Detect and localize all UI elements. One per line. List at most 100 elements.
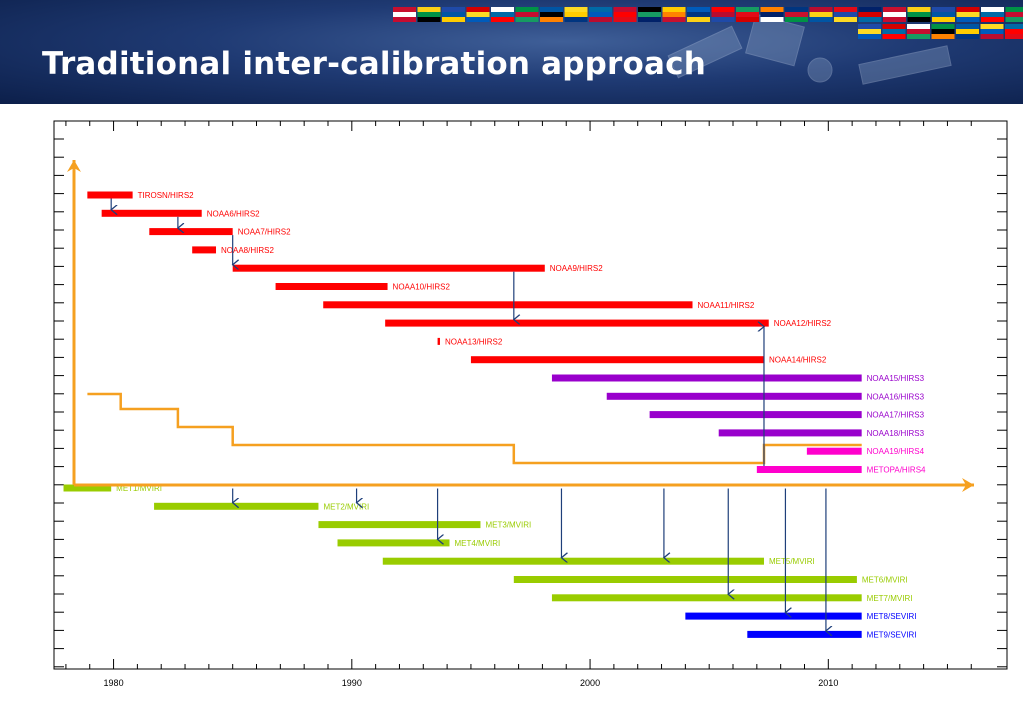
satellite-bar bbox=[551, 594, 862, 602]
flag-icon bbox=[466, 7, 490, 22]
flag-icon bbox=[687, 7, 710, 22]
bar-label: NOAA11/HIRS2 bbox=[698, 301, 755, 310]
flag-icon bbox=[760, 7, 784, 22]
satellite-bar bbox=[87, 191, 133, 199]
slide-title: Traditional inter-calibration approach bbox=[42, 46, 707, 82]
satellite-bar bbox=[149, 228, 233, 236]
bar-label: METOPA/HIRS4 bbox=[867, 466, 926, 475]
satellite-bar bbox=[323, 301, 693, 309]
satellite-bar-group: MET7/MVIRI bbox=[551, 594, 913, 603]
x-tick-label: 2010 bbox=[818, 678, 838, 688]
satellite-bar bbox=[154, 502, 319, 510]
satellite-bar-group: MET8/SEVIRI bbox=[685, 612, 916, 621]
flag-icon bbox=[785, 7, 808, 22]
bar-label: NOAA6/HIRS2 bbox=[207, 209, 260, 218]
satellite-bar bbox=[385, 319, 769, 327]
satellite-bar bbox=[318, 521, 481, 529]
satellite-bar bbox=[685, 612, 862, 620]
satellite-bar-group: NOAA17/HIRS3 bbox=[649, 411, 925, 420]
satellite-bar bbox=[192, 246, 217, 254]
flag-icon bbox=[956, 24, 979, 39]
satellite-bar-group: NOAA16/HIRS3 bbox=[606, 392, 925, 401]
flag-icon bbox=[491, 7, 514, 22]
satellite-bar-group: MET2/MVIRI bbox=[154, 502, 369, 511]
satellite-bar-group: NOAA12/HIRS2 bbox=[385, 319, 832, 328]
bar-label: NOAA17/HIRS3 bbox=[867, 411, 925, 420]
satellite-bar-group: NOAA15/HIRS3 bbox=[551, 374, 925, 383]
flag-icon bbox=[932, 7, 955, 22]
flag-icon bbox=[931, 24, 955, 39]
satellite-bar-group: MET1/MVIRI bbox=[63, 484, 162, 493]
bar-label: MET1/MVIRI bbox=[116, 484, 162, 493]
axis-ticks bbox=[54, 121, 1007, 669]
satellite-bar-group: NOAA9/HIRS2 bbox=[232, 264, 603, 273]
x-tick-label: 1990 bbox=[342, 678, 362, 688]
bar-label: NOAA15/HIRS3 bbox=[867, 374, 925, 383]
satellite-bar bbox=[63, 484, 112, 492]
plot-frame bbox=[53, 120, 1008, 670]
x-tick-label: 2000 bbox=[580, 678, 600, 688]
bar-label: MET4/MVIRI bbox=[454, 539, 500, 548]
flag-icon bbox=[907, 7, 931, 22]
satellite-bar-group: TIROSN/HIRS2 bbox=[87, 191, 194, 200]
flag-icon bbox=[981, 7, 1004, 22]
bar-label: NOAA9/HIRS2 bbox=[550, 264, 603, 273]
flag-icon bbox=[1005, 24, 1023, 39]
satellite-bar-group: NOAA8/HIRS2 bbox=[192, 246, 274, 255]
satellite-bar bbox=[101, 209, 202, 217]
satellite-image bbox=[667, 13, 952, 85]
satellite-bar bbox=[756, 466, 862, 473]
flag-icon bbox=[662, 7, 686, 22]
satellite-bar bbox=[337, 539, 450, 547]
bar-label: MET7/MVIRI bbox=[867, 594, 913, 603]
satellite-bar-group: METOPA/HIRS4 bbox=[756, 466, 926, 475]
satellite-bar-group: NOAA19/HIRS4 bbox=[806, 447, 925, 456]
bar-label: NOAA8/HIRS2 bbox=[221, 246, 274, 255]
satellite-bar-group: NOAA6/HIRS2 bbox=[101, 209, 260, 218]
satellite-bar-group: MET4/MVIRI bbox=[337, 539, 500, 548]
flag-icon bbox=[834, 7, 857, 22]
satellite-bar bbox=[606, 392, 862, 400]
flag-icon bbox=[956, 7, 980, 22]
bar-label: TIROSN/HIRS2 bbox=[138, 191, 195, 200]
satellite-bar bbox=[513, 576, 857, 583]
flag-icon bbox=[613, 7, 637, 22]
slide-header: Traditional inter-calibration approach bbox=[0, 0, 1023, 104]
bar-label: NOAA12/HIRS2 bbox=[774, 319, 832, 328]
flag-icon bbox=[809, 7, 833, 22]
satellite-bar bbox=[470, 356, 764, 364]
satellite-bar-group: MET9/SEVIRI bbox=[747, 630, 916, 639]
satellite-bar bbox=[806, 447, 862, 455]
bar-label: NOAA13/HIRS2 bbox=[445, 337, 503, 346]
satellite-bar bbox=[649, 411, 862, 419]
flag-icon bbox=[540, 7, 563, 22]
country-flags-strip bbox=[393, 7, 1023, 39]
satellite-bar bbox=[437, 337, 440, 345]
flag-icon bbox=[736, 7, 759, 22]
bar-label: MET3/MVIRI bbox=[485, 521, 531, 530]
satellite-bar-group: MET5/MVIRI bbox=[382, 557, 815, 566]
satellite-bar-group: NOAA13/HIRS2 bbox=[437, 337, 503, 346]
flag-icon bbox=[442, 7, 465, 22]
bar-label: NOAA7/HIRS2 bbox=[238, 228, 291, 237]
bar-label: MET9/SEVIRI bbox=[867, 630, 917, 639]
satellite-bar-group: NOAA14/HIRS2 bbox=[470, 356, 827, 365]
bar-label: NOAA10/HIRS2 bbox=[393, 283, 451, 292]
flag-icon bbox=[858, 7, 882, 22]
reference-step bbox=[87, 392, 862, 465]
bar-label: MET5/MVIRI bbox=[769, 557, 815, 566]
bar-label: MET8/SEVIRI bbox=[867, 612, 917, 621]
flag-icon bbox=[883, 7, 906, 22]
x-tick-label: 1980 bbox=[104, 678, 124, 688]
bar-label: NOAA16/HIRS3 bbox=[867, 392, 925, 401]
satellite-bar-group: MET3/MVIRI bbox=[318, 521, 531, 530]
satellite-bar-group: NOAA7/HIRS2 bbox=[149, 228, 291, 237]
flag-icon bbox=[564, 7, 588, 22]
flag-icon bbox=[515, 7, 539, 22]
flag-icon bbox=[882, 24, 906, 39]
flag-icon bbox=[1005, 7, 1023, 22]
timeline-chart: 1980 1990 2000 2010 TIROSN/HIRS2 NOAA6/HIRS2… bbox=[53, 120, 1008, 688]
satellite-bar-group: MET6/MVIRI bbox=[513, 576, 908, 585]
flag-icon bbox=[711, 7, 735, 22]
satellite-bar-group: NOAA18/HIRS3 bbox=[718, 429, 925, 438]
